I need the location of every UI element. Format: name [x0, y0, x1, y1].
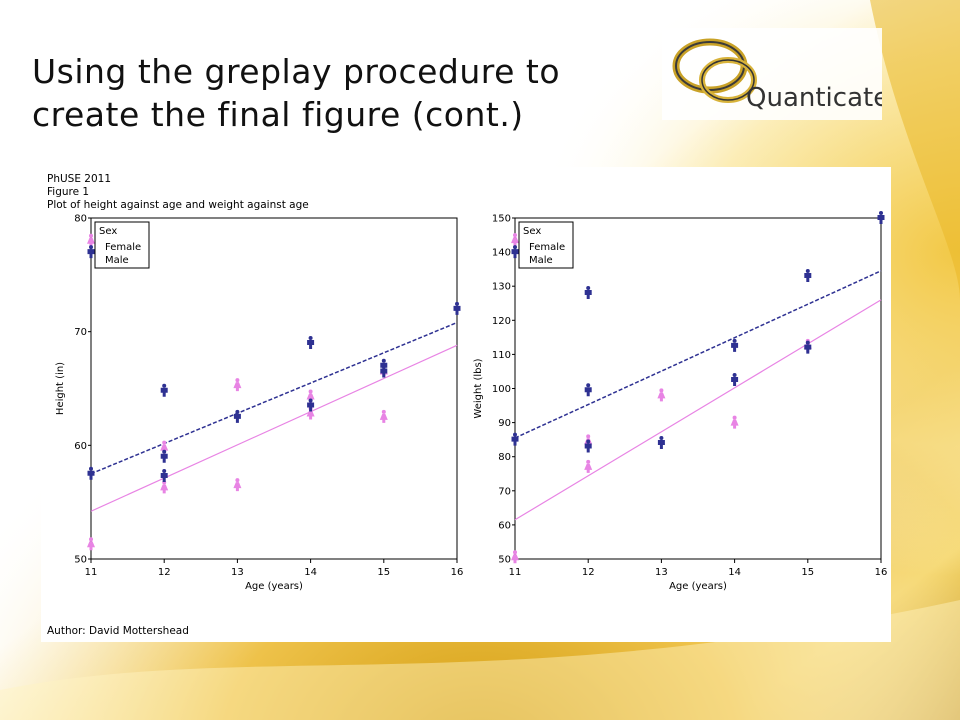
point-2-male-5 [584, 286, 592, 300]
legend-title-2: Sex [523, 226, 541, 237]
fit-line-1-male [90, 321, 458, 475]
y-tick-label-2-100: 100 [492, 384, 511, 395]
point-2-female-6 [730, 415, 739, 429]
y-tick-label-2-120: 120 [492, 316, 511, 327]
fit-line-2-male [514, 270, 882, 439]
legend-box-2 [518, 221, 574, 269]
y-tick-label-2-150: 150 [492, 214, 511, 225]
x-axis-label-1: Age (years) [245, 581, 303, 592]
point-2-male-4 [584, 383, 592, 397]
x-tick-label-1-11: 11 [85, 567, 98, 578]
point-2-male-7 [731, 372, 739, 386]
y-tick-label-2-140: 140 [492, 248, 511, 259]
y-tick-label-2-80: 80 [498, 452, 511, 463]
legend-entry-1-male: Male [105, 255, 129, 266]
point-2-male-11 [877, 211, 885, 224]
point-1-male-6 [233, 409, 241, 423]
x-tick-label-2-13: 13 [655, 567, 668, 578]
quanticate-logo: Quanticate [662, 28, 882, 120]
x-tick-label-1-14: 14 [304, 567, 317, 578]
slide-title: Using the greplay procedure to create th… [32, 50, 652, 136]
y-tick-label-2-50: 50 [498, 555, 511, 566]
slide-title-line-2: create the final figure (cont.) [32, 95, 524, 134]
figure-header-line-3: Plot of height against age and weight ag… [47, 199, 309, 211]
y-tick-label-2-60: 60 [498, 520, 511, 531]
point-2-female-2 [511, 233, 519, 247]
point-1-female-1 [87, 537, 95, 551]
plot-frame-1 [90, 217, 458, 560]
x-axis-label-2: Age (years) [669, 581, 727, 592]
point-2-male-2 [511, 245, 519, 259]
charts-svg: 11 12 13 14 15 16 50 60 70 80 Age (years) Height (i… [55, 211, 888, 592]
point-2-female-5 [657, 388, 666, 402]
fit-line-1-female [90, 344, 458, 512]
point-1-male-2 [87, 245, 95, 259]
x-tick-label-1-16: 16 [451, 567, 464, 578]
slide-title-line-1: Using the greplay procedure to [32, 52, 561, 91]
point-1-female-2 [87, 233, 95, 247]
point-2-male-9 [804, 340, 812, 354]
y-tick-label-1-60: 60 [74, 441, 87, 452]
x-tick-label-2-16: 16 [875, 567, 888, 578]
point-1-male-11 [453, 301, 461, 315]
legend-entry-1-female: Female [105, 242, 141, 253]
y-tick-label-2-90: 90 [498, 418, 511, 429]
y-tick-label-1-70: 70 [74, 327, 87, 338]
point-2-male-10 [804, 268, 812, 282]
x-tick-label-1-12: 12 [158, 567, 171, 578]
x-tick-label-2-12: 12 [582, 567, 595, 578]
point-1-female-6 [233, 378, 242, 392]
point-1-female-9 [379, 409, 388, 423]
x-tick-label-2-15: 15 [801, 567, 814, 578]
point-1-female-5 [233, 478, 242, 492]
point-1-male-10 [380, 358, 388, 372]
point-2-female-3 [584, 459, 593, 473]
legend-title-1: Sex [99, 226, 117, 237]
y-tick-label-2-70: 70 [498, 486, 511, 497]
point-2-male-8 [731, 338, 739, 352]
point-1-female-4 [160, 440, 169, 454]
figure-header-line-1: PhUSE 2011 [47, 173, 112, 185]
legend-entry-2-male: Male [529, 255, 553, 266]
point-1-male-5 [160, 383, 168, 397]
y-tick-label-1-80: 80 [74, 214, 87, 225]
x-tick-label-1-13: 13 [231, 567, 244, 578]
point-1-male-8 [307, 336, 315, 350]
point-1-male-7 [307, 398, 315, 412]
y-axis-label-1: Height (in) [55, 362, 66, 415]
figure-header-line-2: Figure 1 [47, 186, 90, 198]
x-tick-label-2-11: 11 [509, 567, 522, 578]
y-axis-label-2: Weight (lbs) [473, 358, 484, 418]
point-1-male-1 [87, 466, 95, 480]
point-1-male-3 [160, 469, 168, 483]
point-2-male-6 [657, 436, 665, 450]
figure-author: Author: David Mottershead [47, 625, 189, 637]
x-tick-label-2-14: 14 [728, 567, 741, 578]
point-2-male-1 [511, 432, 519, 446]
point-2-female-1 [511, 550, 519, 564]
y-tick-label-1-50: 50 [74, 555, 87, 566]
legend-entry-2-female: Female [529, 242, 565, 253]
logo-text: Quanticate [746, 83, 882, 113]
plot-frame-2 [514, 217, 882, 560]
x-tick-label-1-15: 15 [377, 567, 390, 578]
fit-line-2-female [514, 299, 882, 521]
y-tick-label-2-110: 110 [492, 350, 511, 361]
point-1-female-8 [306, 389, 315, 403]
point-2-male-3 [584, 439, 592, 453]
figure-panel: PhUSE 2011 Figure 1 Plot of height again… [41, 167, 891, 642]
legend-box-1 [94, 221, 150, 269]
y-tick-label-2-130: 130 [492, 282, 511, 293]
point-1-female-3 [160, 480, 169, 494]
point-1-male-4 [160, 449, 168, 463]
